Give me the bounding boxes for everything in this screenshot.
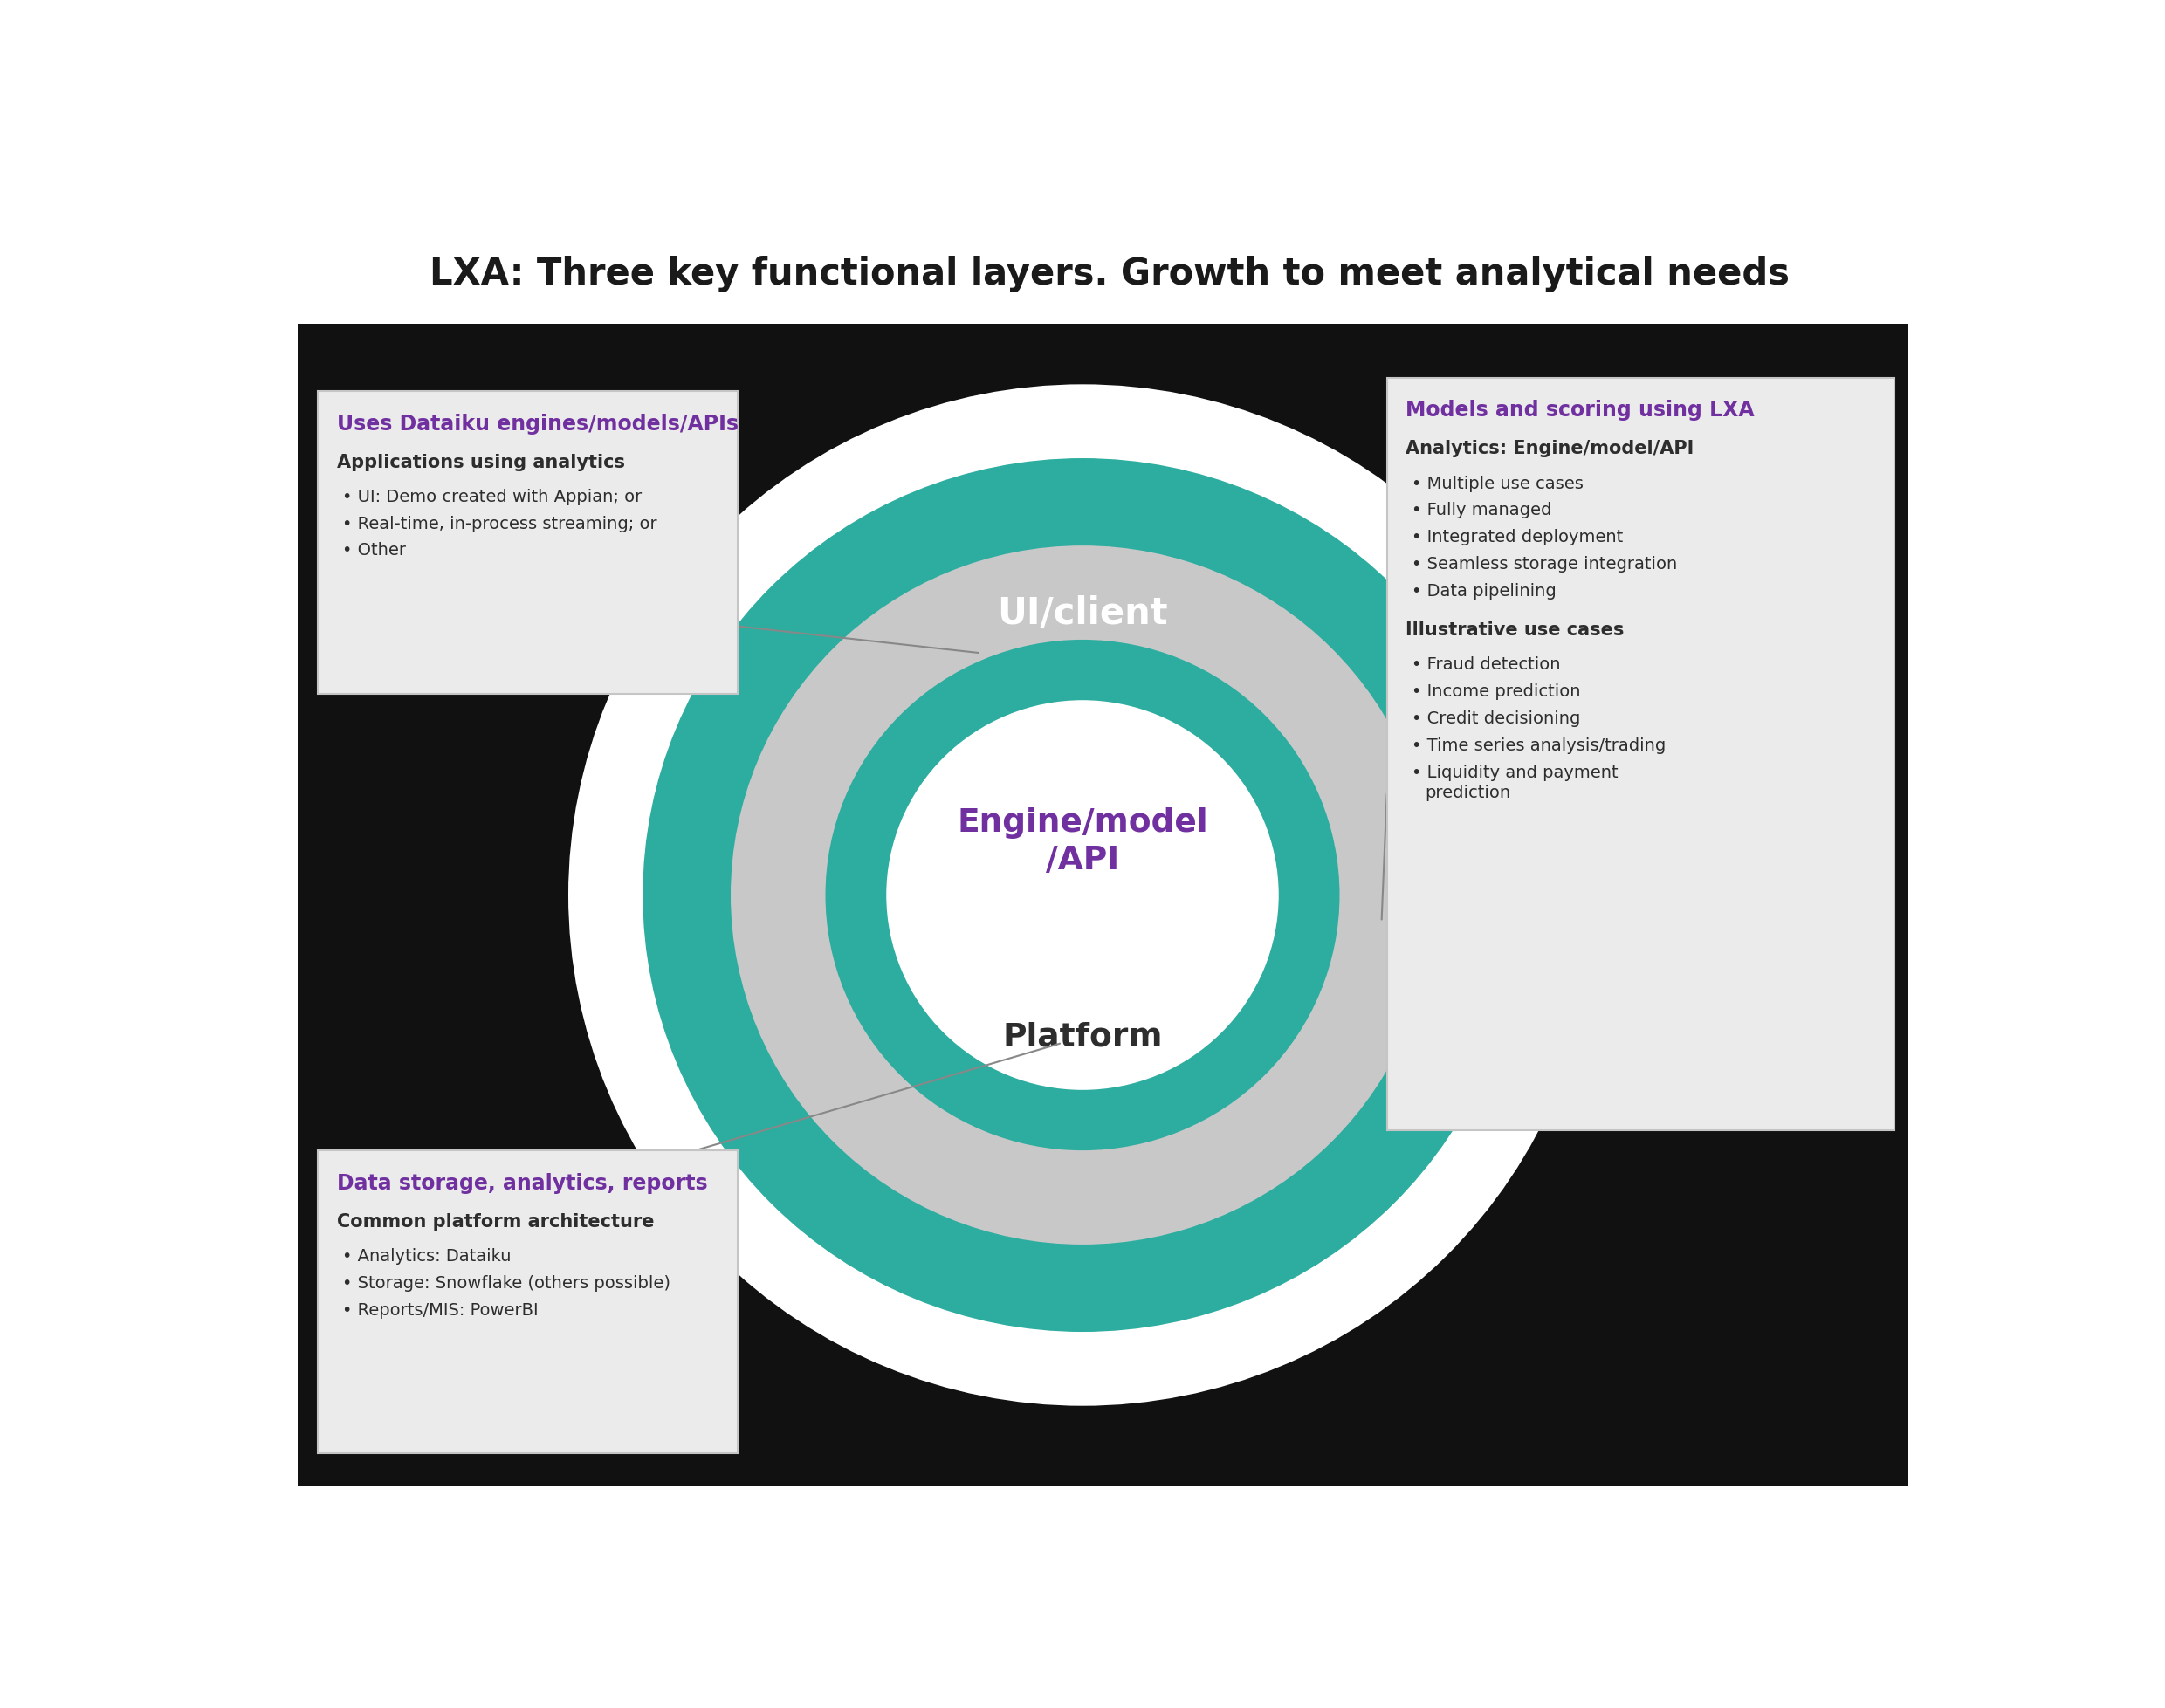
Circle shape bbox=[825, 640, 1340, 1151]
Text: • UI: Demo created with Appian; or: • UI: Demo created with Appian; or bbox=[342, 488, 643, 506]
Text: • Income prediction: • Income prediction bbox=[1412, 683, 1580, 700]
Text: • Data pipelining: • Data pipelining bbox=[1412, 582, 1557, 600]
Text: Analytics: Engine/model/API: Analytics: Engine/model/API bbox=[1405, 441, 1695, 458]
Text: • Analytics: Dataiku: • Analytics: Dataiku bbox=[342, 1247, 511, 1264]
Text: • Fully managed: • Fully managed bbox=[1412, 502, 1552, 519]
Text: • Integrated deployment: • Integrated deployment bbox=[1412, 529, 1624, 545]
Text: Illustrative use cases: Illustrative use cases bbox=[1405, 622, 1624, 639]
Text: prediction: prediction bbox=[1425, 784, 1511, 801]
Text: • Seamless storage integration: • Seamless storage integration bbox=[1412, 555, 1678, 572]
FancyBboxPatch shape bbox=[318, 1151, 738, 1454]
Text: • Liquidity and payment: • Liquidity and payment bbox=[1412, 763, 1617, 781]
FancyBboxPatch shape bbox=[1388, 377, 1894, 1131]
Text: UI/client: UI/client bbox=[998, 594, 1167, 632]
Circle shape bbox=[643, 459, 1522, 1332]
Text: Platform: Platform bbox=[1002, 1021, 1163, 1052]
Text: • Reports/MIS: PowerBI: • Reports/MIS: PowerBI bbox=[342, 1301, 539, 1319]
Text: LXA: Three key functional layers. Growth to meet analytical needs: LXA: Three key functional layers. Growth… bbox=[429, 256, 1790, 292]
Circle shape bbox=[732, 547, 1433, 1245]
Circle shape bbox=[567, 384, 1598, 1406]
Bar bbox=[299, 325, 1907, 1486]
Text: Data storage, analytics, reports: Data storage, analytics, reports bbox=[338, 1172, 708, 1194]
FancyBboxPatch shape bbox=[318, 391, 738, 693]
Text: Models and scoring using LXA: Models and scoring using LXA bbox=[1405, 400, 1756, 420]
Text: • Time series analysis/trading: • Time series analysis/trading bbox=[1412, 736, 1665, 753]
Text: • Credit decisioning: • Credit decisioning bbox=[1412, 711, 1580, 726]
Text: • Multiple use cases: • Multiple use cases bbox=[1412, 475, 1583, 492]
Text: Engine/model
/API: Engine/model /API bbox=[957, 808, 1208, 876]
Text: • Storage: Snowflake (others possible): • Storage: Snowflake (others possible) bbox=[342, 1274, 671, 1291]
Circle shape bbox=[885, 700, 1280, 1090]
Text: Common platform architecture: Common platform architecture bbox=[338, 1213, 654, 1230]
Text: • Real-time, in-process streaming; or: • Real-time, in-process streaming; or bbox=[342, 516, 658, 531]
Text: Uses Dataiku engines/models/APIs: Uses Dataiku engines/models/APIs bbox=[338, 413, 738, 434]
Text: • Fraud detection: • Fraud detection bbox=[1412, 656, 1561, 673]
Text: • Other: • Other bbox=[342, 541, 407, 559]
Text: Applications using analytics: Applications using analytics bbox=[338, 454, 626, 471]
